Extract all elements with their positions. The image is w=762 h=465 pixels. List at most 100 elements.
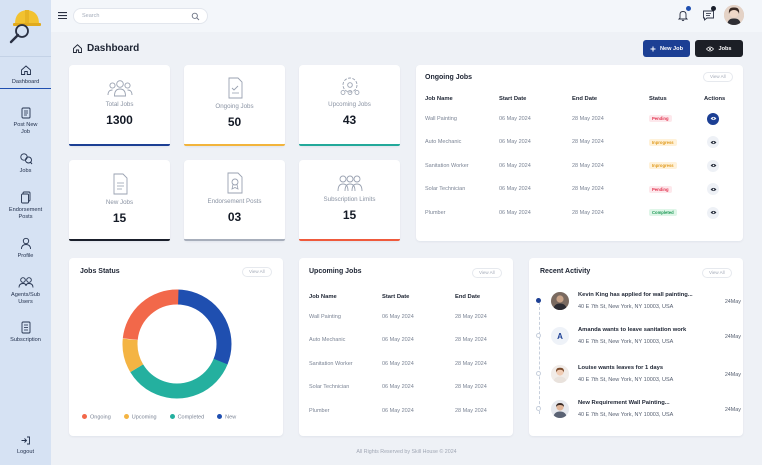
stat-value: 15 [112,211,127,225]
status-badge: Completed [649,209,677,217]
sidebar-item-subscription[interactable]: Subscription [0,321,51,344]
home-icon [20,65,31,75]
sidebar-item-post-new-job[interactable]: Post New Job [0,107,51,135]
timeline-dot [536,371,541,376]
panel-title: Jobs Status [80,268,120,275]
eye-icon [710,140,716,144]
view-job-button[interactable] [707,112,719,125]
team-icon [337,175,362,192]
stat-card-new-jobs[interactable]: New Jobs 15 [69,160,170,241]
stat-value: 03 [227,210,242,224]
activity-date: 24May [724,372,741,378]
notification-bell-icon[interactable] [677,9,689,22]
activity-address: 40 E 7th St, New York, NY 10003, USA [578,377,674,383]
table-row: Solar Technician 06 May 2024 28 May 2024 [309,376,509,400]
job-name: Plumber [309,407,330,414]
topbar: Search [51,0,762,32]
donut-segment-upcoming[interactable] [121,288,233,400]
activity-address: 40 E 7th St, New York, NY 10003, USA [578,304,674,310]
legend-item-upcoming: Upcoming [123,414,157,421]
table-row: Solar Technician 06 May 2024 28 May 2024… [425,178,736,202]
jobs-button[interactable]: Jobs [695,40,743,57]
stat-label: Endorsement Posts [207,198,262,205]
stat-card-subscription-limits[interactable]: Subscription Limits 15 [299,160,400,241]
activity-item[interactable]: A Amanda wants to leave sanitation work … [529,321,741,353]
table-row: Plumber 06 May 2024 28 May 2024 [309,399,509,423]
messages-icon[interactable] [702,9,715,22]
messages-badge [711,6,716,11]
sidebar-item-label: Profile [17,253,34,259]
job-name: Plumber [425,209,446,216]
stat-accent-bar [299,144,400,146]
donut-segment-ongoing[interactable] [122,289,232,399]
activity-date: 24May [724,407,741,413]
end-date: 28 May 2024 [572,186,604,193]
stat-value: 1300 [106,113,133,127]
view-job-button[interactable] [707,206,719,219]
sidebar-item-label: Agents/Sub Users [11,292,40,305]
stat-card-ongoing-jobs[interactable]: Ongoing Jobs 50 [184,65,285,146]
view-job-button[interactable] [707,183,719,196]
new-job-button[interactable]: New Job [643,40,690,57]
column-header: Job Name [425,96,453,102]
logout-button[interactable]: Logout [0,435,51,456]
end-date: 28 May 2024 [455,360,487,367]
legend-label: New [225,414,237,421]
activity-text: Amanda wants to leave sanitation work [578,327,687,333]
hamburger-menu-icon[interactable] [58,12,67,19]
view-all-button[interactable]: View All [242,267,272,277]
start-date: 06 May 2024 [382,313,414,320]
sidebar-item-profile[interactable]: Profile [0,237,51,260]
notification-badge [686,6,691,11]
activity-item[interactable]: Louise wants leaves for 1 days 40 E 7th … [529,359,741,391]
agents-icon [18,277,33,288]
job-name: Wall Painting [309,313,341,320]
activity-item[interactable]: Kevin King has applied for wall painting… [529,286,741,318]
stat-accent-bar [69,239,170,241]
sidebar-item-label: Jobs [19,168,32,174]
timeline-dot [536,406,541,411]
sidebar-item-label: Endorsement Posts [8,207,43,220]
view-all-button[interactable]: View All [703,72,733,82]
stat-card-endorsement-posts[interactable]: Endorsement Posts 03 [184,160,285,241]
view-job-button[interactable] [707,159,719,172]
sidebar-item-jobs[interactable]: Jobs [0,152,51,175]
table-header-row: Job Name Start Date End Date [309,288,509,305]
table-row: Auto Mechanic 06 May 2024 28 May 2024 [309,329,509,353]
sidebar-item-endorsement-posts[interactable]: Endorsement Posts [0,191,51,220]
job-name: Wall Painting [425,115,457,122]
user-avatar[interactable] [724,5,744,25]
view-all-button[interactable]: View All [472,268,502,278]
page-title: Dashboard [87,43,140,54]
person-photo-icon [551,365,569,383]
column-header: Start Date [382,293,410,300]
chart-legend: Ongoing Upcoming Completed New [82,414,236,421]
search-placeholder: Search [82,13,100,19]
ongoing-jobs-panel: Ongoing Jobs View All Job Name Start Dat… [416,65,743,241]
status-badge: Pending [649,185,672,193]
start-date: 06 May 2024 [382,407,414,414]
stat-label: Total Jobs [105,101,134,108]
stat-label: Ongoing Jobs [215,103,254,110]
sidebar-item-label: Post New Job [13,122,38,135]
view-job-button[interactable] [707,136,719,149]
upcoming-jobs-panel: Upcoming Jobs View All Job Name Start Da… [299,258,513,436]
panel-title: Recent Activity [540,268,591,275]
column-header: End Date [572,96,598,102]
search-input[interactable]: Search [73,8,208,24]
activity-item[interactable]: New Requirement Wall Painting... 40 E 7t… [529,394,741,426]
stat-card-upcoming-jobs[interactable]: Upcoming Jobs 43 [299,65,400,146]
profile-icon [20,237,31,250]
stat-card-total-jobs[interactable]: Total Jobs 1300 [69,65,170,146]
document-icon [113,173,127,195]
sidebar-item-dashboard[interactable]: Dashboard [0,64,51,89]
sidebar: Dashboard Post New Job Jobs Endorsement … [0,0,51,465]
donut-segment-completed[interactable] [121,288,233,400]
view-all-button[interactable]: View All [702,268,732,278]
start-date: 06 May 2024 [382,384,414,391]
sidebar-item-agents-sub-users[interactable]: Agents/Sub Users [0,276,51,305]
activity-date: 24May [724,334,741,340]
logo-icon[interactable] [6,4,46,44]
sidebar-item-label: Subscription [10,337,41,343]
stat-accent-bar [184,239,285,241]
